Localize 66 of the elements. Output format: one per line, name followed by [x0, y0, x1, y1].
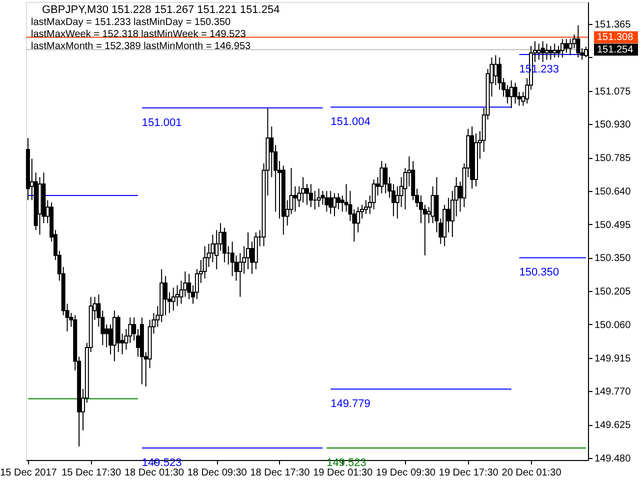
annotation: lastMaxMonth = 152.389 lastMinMonth = 146.953	[31, 41, 252, 52]
y-tick-label: 149.770	[594, 386, 632, 398]
y-tick-label: 150.205	[594, 286, 632, 298]
candlestick	[494, 54, 498, 86]
y-tick-label: 150.930	[594, 120, 632, 131]
candlestick	[324, 190, 329, 212]
candlestick	[544, 43, 549, 60]
candlestick	[564, 38, 568, 54]
candlestick	[536, 43, 541, 60]
candlestick	[540, 40, 545, 63]
y-tick-label: 150.640	[594, 186, 632, 198]
candlestick	[171, 287, 176, 312]
candlestick	[509, 80, 514, 109]
y-tick-label: 150.060	[594, 320, 632, 331]
candlestick	[175, 284, 180, 307]
candlestick	[187, 273, 192, 300]
y-tick-label: 149.480	[594, 453, 632, 464]
candlestick	[328, 190, 333, 214]
candlestick	[301, 176, 306, 203]
y-tick-label: 151.365	[594, 20, 632, 31]
x-tick-label: 18 Dec 09:30	[187, 468, 248, 478]
candlestick	[552, 43, 557, 58]
candlestick	[164, 276, 168, 316]
candlestick	[568, 38, 572, 56]
series-label: 150.350	[519, 266, 559, 279]
candlestick	[222, 227, 226, 263]
x-tick-label: 15 Dec 17:30	[62, 468, 122, 478]
chart-title: GBPJPY,M30 151.228 151.267 151.221 151.254	[42, 4, 280, 16]
x-tick-label: 19 Dec 01:30	[313, 468, 374, 478]
series-label: 149.779	[330, 398, 370, 410]
y-tick-label: 150.785	[594, 153, 632, 164]
candlestick	[560, 38, 564, 58]
x-tick-label: 18 Dec 01:30	[124, 468, 184, 478]
candlestick	[230, 241, 234, 277]
candlestick	[430, 186, 435, 224]
candlestick	[380, 160, 384, 194]
x-tick-label: 15 Dec 2017	[0, 468, 58, 478]
annotation: lastMaxDay = 151.233 lastMinDay = 150.350	[31, 17, 231, 28]
x-tick-label: 19 Dec 17:30	[438, 468, 499, 478]
candlestick	[372, 178, 376, 210]
candlestick	[332, 192, 337, 217]
candlestick	[210, 234, 215, 263]
candlestick	[316, 188, 321, 208]
candlestick	[384, 162, 388, 194]
candlestick	[305, 184, 309, 206]
candlestick	[246, 232, 250, 270]
x-tick-label: 18 Dec 17:30	[250, 468, 310, 478]
candlestick	[202, 246, 207, 279]
x-tick-label: 20 Dec 01:30	[502, 468, 562, 478]
y-tick-label: 149.915	[594, 353, 632, 364]
candlestick	[308, 184, 313, 208]
candlestick	[576, 24, 580, 58]
y-tick-label: 150.495	[594, 220, 632, 231]
ref-line-label: 151.308	[597, 32, 634, 44]
y-tick-label: 149.625	[594, 420, 632, 432]
candlestick	[513, 82, 518, 104]
candlestick	[336, 192, 340, 210]
y-tick-label: 151.075	[594, 86, 632, 98]
series-label: 151.001	[142, 116, 182, 129]
series-label: 151.004	[330, 116, 370, 128]
candlestick	[548, 45, 553, 60]
x-tick-label: 19 Dec 09:30	[376, 468, 436, 478]
candlestick	[364, 200, 368, 214]
y-tick-label: 150.350	[594, 253, 632, 264]
ref-line-label: 151.254	[597, 44, 634, 56]
candlestick	[293, 186, 298, 212]
